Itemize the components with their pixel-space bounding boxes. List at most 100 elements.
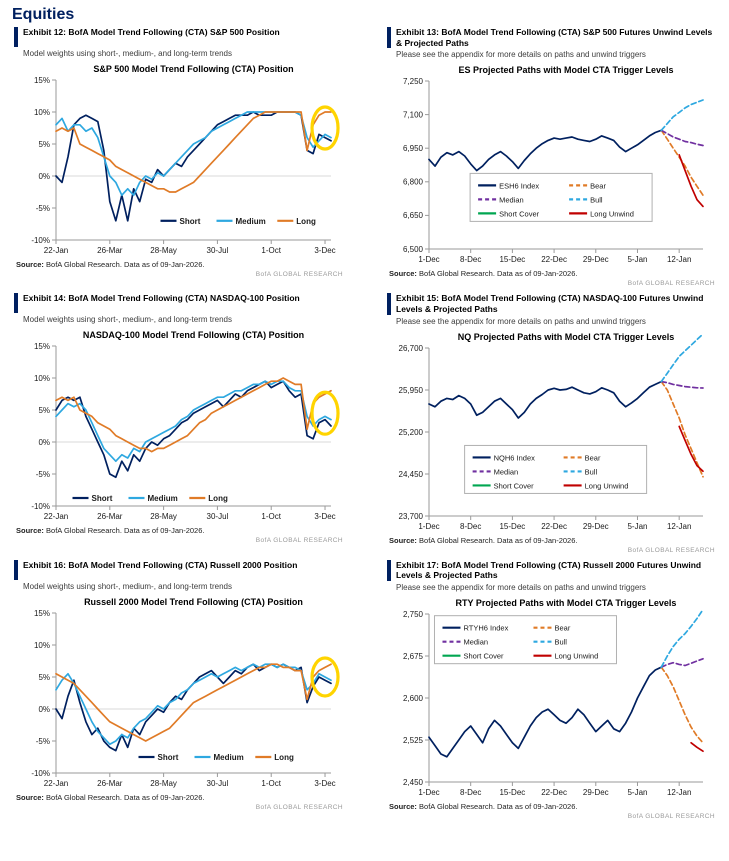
chart-rty-projected-paths: RTY Projected Paths with Model CTA Trigg… — [387, 594, 715, 800]
source-label: Source: — [16, 792, 44, 802]
svg-text:25,200: 25,200 — [399, 427, 424, 436]
svg-text:2,675: 2,675 — [403, 652, 424, 661]
svg-text:Bull: Bull — [585, 467, 598, 476]
chart-nq-projected-paths: NQ Projected Paths with Model CTA Trigge… — [387, 328, 715, 534]
svg-text:Median: Median — [494, 467, 519, 476]
exhibit-accent-bar — [387, 559, 391, 581]
svg-text:15%: 15% — [34, 76, 50, 85]
svg-text:5%: 5% — [38, 140, 50, 149]
svg-text:Median: Median — [463, 637, 488, 646]
svg-text:5-Jan: 5-Jan — [627, 255, 647, 264]
svg-text:15%: 15% — [34, 608, 50, 617]
svg-text:2,525: 2,525 — [403, 736, 424, 745]
svg-text:5-Jan: 5-Jan — [627, 522, 647, 531]
svg-text:S&P 500 Model Trend Following: S&P 500 Model Trend Following (CTA) Posi… — [93, 64, 293, 74]
svg-text:Long: Long — [208, 494, 228, 503]
svg-text:28-May: 28-May — [150, 779, 177, 788]
svg-text:8-Dec: 8-Dec — [460, 522, 481, 531]
svg-text:-10%: -10% — [31, 236, 50, 245]
svg-text:30-Jul: 30-Jul — [207, 512, 229, 521]
exhibit-subtitle: Please see the appendix for more details… — [396, 582, 646, 592]
svg-text:Median: Median — [499, 196, 524, 205]
svg-text:2,450: 2,450 — [403, 778, 424, 787]
svg-text:0%: 0% — [38, 172, 50, 181]
exhibit-title: Exhibit 12: BofA Model Trend Following (… — [23, 27, 280, 37]
source-label: Source: — [16, 526, 44, 536]
svg-text:29-Dec: 29-Dec — [583, 255, 609, 264]
exhibit-panel-13: Exhibit 13: BofA Model Trend Following (… — [387, 27, 715, 287]
svg-text:1-Dec: 1-Dec — [418, 788, 439, 797]
svg-text:10%: 10% — [34, 374, 50, 383]
svg-text:22-Dec: 22-Dec — [541, 255, 567, 264]
exhibit-subtitle: Model weights using short-, medium-, and… — [23, 315, 232, 325]
source-text: BofA Global Research. Data as of 09-Jan-… — [46, 526, 205, 536]
exhibit-accent-bar — [387, 27, 391, 49]
svg-text:Short: Short — [158, 753, 179, 762]
source-text: BofA Global Research. Data as of 09-Jan-… — [419, 269, 578, 279]
svg-text:8-Dec: 8-Dec — [460, 788, 481, 797]
exhibit-accent-bar — [14, 293, 18, 314]
exhibit-subtitle: Model weights using short-, medium-, and… — [23, 581, 232, 591]
exhibit-header: Exhibit 13: BofA Model Trend Following (… — [387, 27, 715, 49]
svg-text:1-Oct: 1-Oct — [261, 779, 281, 788]
svg-text:Bull: Bull — [554, 637, 567, 646]
svg-text:Long: Long — [274, 753, 294, 762]
svg-text:Medium: Medium — [236, 217, 266, 226]
svg-text:30-Jul: 30-Jul — [207, 779, 229, 788]
svg-text:RTY Projected Paths with Model: RTY Projected Paths with Model CTA Trigg… — [456, 598, 677, 608]
svg-text:22-Jan: 22-Jan — [44, 512, 68, 521]
svg-text:Short: Short — [180, 217, 201, 226]
svg-text:7,250: 7,250 — [403, 77, 424, 86]
svg-text:Russell 2000 Model Trend Follo: Russell 2000 Model Trend Following (CTA)… — [84, 597, 303, 607]
svg-text:6,800: 6,800 — [403, 178, 424, 187]
svg-text:NQ Projected Paths with Model: NQ Projected Paths with Model CTA Trigge… — [458, 332, 675, 342]
svg-text:12-Jan: 12-Jan — [667, 788, 691, 797]
svg-text:1-Oct: 1-Oct — [261, 246, 281, 255]
exhibit-header: Exhibit 14: BofA Model Trend Following (… — [14, 293, 343, 314]
bofa-global-research-footer: BofA GLOBAL RESEARCH — [255, 271, 343, 278]
exhibit-accent-bar — [14, 27, 18, 47]
svg-text:Short Cover: Short Cover — [494, 481, 535, 490]
svg-text:12-Jan: 12-Jan — [667, 255, 691, 264]
chart-sp500-cta-position: S&P 500 Model Trend Following (CTA) Posi… — [14, 60, 343, 258]
svg-text:12-Jan: 12-Jan — [667, 522, 691, 531]
exhibit-header: Exhibit 15: BofA Model Trend Following (… — [387, 293, 715, 315]
svg-text:Bear: Bear — [590, 182, 606, 191]
svg-text:NQH6 Index: NQH6 Index — [494, 453, 536, 462]
svg-text:10%: 10% — [34, 640, 50, 649]
svg-text:Bear: Bear — [554, 623, 570, 632]
source-label: Source: — [389, 269, 417, 279]
svg-text:NASDAQ-100 Model Trend Followi: NASDAQ-100 Model Trend Following (CTA) P… — [83, 330, 304, 340]
svg-text:2,600: 2,600 — [403, 694, 424, 703]
exhibit-accent-bar — [387, 293, 391, 315]
exhibit-panel-16: Exhibit 16: BofA Model Trend Following (… — [14, 559, 343, 820]
svg-text:26-Mar: 26-Mar — [97, 779, 123, 788]
svg-text:-10%: -10% — [31, 768, 50, 777]
svg-text:Long Unwind: Long Unwind — [554, 651, 598, 660]
svg-text:7,100: 7,100 — [403, 111, 424, 120]
source-note: Source: BofA Global Research. Data as of… — [389, 536, 715, 545]
bofa-global-research-footer: BofA GLOBAL RESEARCH — [627, 812, 715, 820]
svg-text:22-Dec: 22-Dec — [541, 522, 567, 531]
exhibit-header: Exhibit 12: BofA Model Trend Following (… — [14, 27, 343, 47]
svg-text:25,950: 25,950 — [399, 385, 424, 394]
svg-text:-5%: -5% — [36, 470, 50, 479]
svg-text:RTYH6 Index: RTYH6 Index — [463, 623, 508, 632]
svg-text:Long: Long — [296, 217, 316, 226]
svg-text:3-Dec: 3-Dec — [314, 779, 335, 788]
svg-text:5%: 5% — [38, 406, 50, 415]
svg-text:15%: 15% — [34, 342, 50, 351]
svg-text:15-Dec: 15-Dec — [499, 522, 525, 531]
svg-text:15-Dec: 15-Dec — [499, 255, 525, 264]
exhibit-title: Exhibit 15: BofA Model Trend Following (… — [396, 293, 704, 314]
bofa-global-research-footer: BofA GLOBAL RESEARCH — [255, 537, 343, 545]
svg-text:8-Dec: 8-Dec — [460, 255, 481, 264]
svg-text:-5%: -5% — [36, 204, 50, 213]
chart-es-projected-paths: ES Projected Paths with Model CTA Trigge… — [387, 61, 715, 267]
exhibit-grid: Exhibit 12: BofA Model Trend Following (… — [0, 27, 729, 820]
chart-nasdaq100-cta-position: NASDAQ-100 Model Trend Following (CTA) P… — [14, 326, 343, 524]
svg-text:6,950: 6,950 — [403, 144, 424, 153]
exhibit-subtitle: Please see the appendix for more details… — [396, 50, 646, 60]
exhibit-title: Exhibit 16: BofA Model Trend Following (… — [23, 559, 298, 570]
exhibit-panel-14: Exhibit 14: BofA Model Trend Following (… — [14, 293, 343, 553]
